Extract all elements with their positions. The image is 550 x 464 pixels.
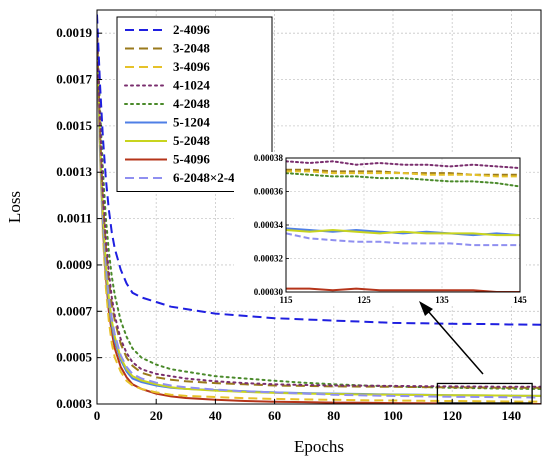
y-tick-label: 0.0005	[56, 350, 92, 365]
series-line	[97, 32, 541, 390]
series-line	[97, 33, 541, 404]
y-tick-label: 0.0003	[56, 396, 92, 411]
legend-label: 4-1024	[173, 78, 210, 93]
legend-label: 3-2048	[173, 41, 210, 56]
zoom-arrow-line	[427, 310, 484, 375]
series-line	[97, 14, 541, 326]
y-tick-label: 0.0007	[56, 303, 92, 318]
axis-ticks: 0 20 40 60 80 100 120 140 0.0003 0.0005 0.0007 0.00…	[56, 25, 521, 423]
inset-x-tick-label: 115	[279, 295, 293, 305]
inset-series-line	[286, 232, 520, 247]
series-line	[97, 33, 541, 399]
zoom-arrow-head	[419, 301, 433, 316]
y-tick-label: 0.0011	[57, 211, 92, 226]
x-tick-label: 0	[94, 408, 101, 423]
x-axis-label: Epochs	[294, 437, 344, 456]
legend-label: 4-2048	[173, 96, 210, 111]
y-tick-label: 0.0013	[56, 164, 92, 179]
inset-series-line	[286, 172, 520, 188]
inset-series-line	[286, 170, 520, 178]
legend-label: 5-4096	[173, 152, 210, 167]
inset-y-tick-label: 0.00034	[254, 220, 284, 230]
legend-label: 2-4096	[173, 22, 210, 37]
inset-y-tick-label: 0.00036	[254, 187, 284, 197]
inset-series	[286, 160, 520, 292]
x-tick-label: 100	[383, 408, 403, 423]
legend-label: 3-4096	[173, 59, 210, 74]
legend-label: 5-1204	[173, 115, 210, 130]
plot-frame	[96, 9, 542, 405]
y-tick-label: 0.0019	[56, 25, 92, 40]
series-line	[97, 33, 541, 389]
zoom-region-box	[436, 382, 533, 404]
inset-zoom: 115 125 135 145 0.00030 0.00032 0.00034 0.00036…	[234, 152, 527, 306]
inset-series-line	[286, 160, 520, 170]
zoom-annotation	[419, 301, 533, 404]
inset-series-line	[286, 287, 520, 292]
x-tick-label: 60	[268, 408, 281, 423]
inset-y-tick-label: 0.00038	[254, 153, 284, 163]
x-tick-label: 120	[442, 408, 462, 423]
inset-x-tick-label: 135	[435, 295, 449, 305]
inset-x-tick-label: 145	[513, 295, 527, 305]
inset-y-tick-label: 0.00032	[254, 254, 284, 264]
x-tick-label: 140	[502, 408, 522, 423]
y-axis-label: Loss	[5, 191, 24, 223]
y-tick-label: 0.0009	[56, 257, 92, 272]
inset-y-tick-label: 0.00030	[254, 287, 284, 297]
y-tick-label: 0.0017	[56, 72, 92, 87]
series-line	[97, 33, 541, 403]
inset-frame	[285, 157, 521, 293]
x-tick-label: 20	[150, 408, 163, 423]
inset-x-tick-label: 125	[357, 295, 371, 305]
inset-series-line	[286, 228, 520, 237]
x-tick-label: 80	[327, 408, 340, 423]
y-tick-label: 0.0015	[56, 118, 92, 133]
series-lines	[97, 14, 541, 404]
x-tick-label: 40	[209, 408, 222, 423]
legend-label: 5-2048	[173, 133, 210, 148]
